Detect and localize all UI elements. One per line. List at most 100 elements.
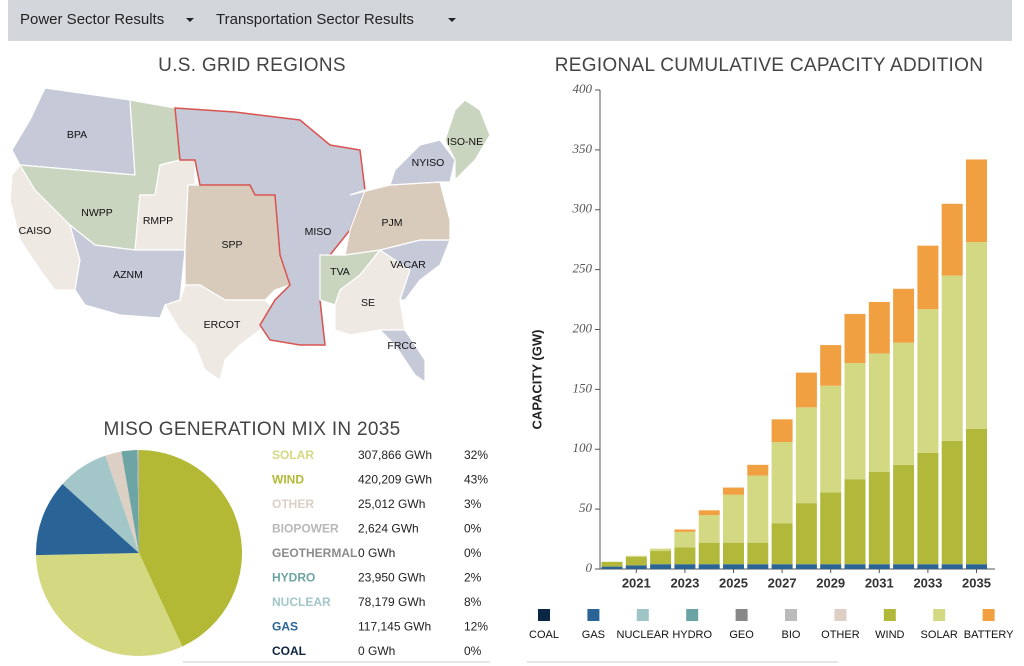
bar-segment bbox=[747, 464, 769, 476]
x-tick-label: 2035 bbox=[962, 575, 991, 590]
region[interactable] bbox=[378, 329, 426, 384]
region-label: ISO-NE bbox=[447, 136, 483, 148]
nav-item[interactable]: Transportation Sector Results bbox=[216, 11, 414, 28]
bar-segment bbox=[868, 472, 890, 565]
region-label: FRCC bbox=[387, 340, 417, 352]
region[interactable] bbox=[389, 139, 456, 186]
region-label: TVA bbox=[330, 266, 350, 278]
legend-label: GAS bbox=[582, 629, 605, 641]
bar-segment bbox=[941, 203, 963, 276]
us-map bbox=[9, 87, 491, 384]
bar-segment bbox=[820, 345, 842, 386]
value-label: 420,209 GWh bbox=[358, 473, 432, 487]
x-tick-label: 2027 bbox=[768, 575, 797, 590]
bar-segment bbox=[650, 551, 672, 565]
bar-segment bbox=[820, 564, 842, 569]
bar-segment bbox=[650, 548, 672, 552]
y-tick-label: 150 bbox=[573, 380, 593, 395]
x-tick-label: 2023 bbox=[670, 575, 699, 590]
y-tick-label: 400 bbox=[573, 81, 593, 96]
bar-segment bbox=[723, 542, 744, 565]
value-label: 0 GWh bbox=[358, 546, 395, 560]
bar-segment bbox=[966, 159, 987, 243]
share-label: 0% bbox=[464, 644, 482, 658]
legend-swatch bbox=[735, 609, 748, 621]
legend-label: HYDRO bbox=[672, 629, 712, 641]
legend-label: HYDRO bbox=[272, 571, 315, 585]
legend-label: OTHER bbox=[272, 497, 314, 511]
legend-swatch bbox=[785, 609, 797, 621]
bar-segment bbox=[723, 494, 744, 543]
pie-slice bbox=[137, 450, 139, 553]
region-label: AZNM bbox=[113, 269, 143, 281]
bar-segment bbox=[625, 565, 647, 569]
legend-label: BATTERY bbox=[964, 629, 1014, 641]
value-label: 2,624 GWh bbox=[358, 522, 419, 536]
x-tick-label: 2029 bbox=[816, 575, 845, 590]
value-label: 23,950 GWh bbox=[358, 571, 425, 585]
bar-segment bbox=[723, 564, 744, 569]
bar-segment bbox=[747, 475, 769, 543]
region-label: SE bbox=[361, 297, 375, 309]
bar-segment bbox=[723, 487, 744, 495]
region[interactable] bbox=[174, 107, 366, 346]
value-label: 117,145 GWh bbox=[358, 620, 431, 634]
bar-segment bbox=[917, 452, 939, 565]
bar-segment bbox=[795, 503, 817, 565]
legend-swatch bbox=[587, 609, 600, 621]
bar-segment bbox=[771, 442, 793, 524]
bar-segment bbox=[868, 564, 890, 569]
bar-segment bbox=[771, 523, 793, 565]
legend-label: SOLAR bbox=[921, 629, 958, 641]
caret bbox=[448, 18, 456, 22]
region-label: ERCOT bbox=[204, 319, 241, 331]
bar-segment bbox=[747, 542, 769, 565]
region-label: VACAR bbox=[390, 259, 426, 271]
bar-segment bbox=[893, 564, 915, 569]
legend-label: NUCLEAR bbox=[272, 595, 331, 609]
legend-swatch bbox=[636, 609, 649, 621]
bar-segment bbox=[844, 363, 866, 480]
y-tick-label: 0 bbox=[586, 560, 593, 575]
y-tick-label: 300 bbox=[572, 201, 593, 216]
bar-segment bbox=[966, 242, 987, 429]
pie-slice bbox=[62, 455, 139, 553]
legend-swatch bbox=[982, 609, 995, 621]
bar-segment bbox=[795, 564, 817, 569]
bar-segment bbox=[941, 275, 963, 441]
value-label: 307,866 GWh bbox=[358, 448, 432, 462]
region[interactable] bbox=[164, 284, 276, 381]
bar-segment bbox=[771, 564, 793, 569]
bar-segment bbox=[650, 564, 672, 569]
caret bbox=[186, 18, 194, 22]
x-tick-label: 2031 bbox=[865, 575, 894, 590]
y-tick-label: 200 bbox=[573, 320, 593, 335]
bar-title: REGIONAL CUMULATIVE CAPACITY ADDITION bbox=[555, 55, 983, 76]
region-label: BPA bbox=[67, 129, 87, 141]
share-label: 3% bbox=[464, 497, 482, 511]
pie-slice bbox=[36, 553, 183, 657]
value-label: 78,179 GWh bbox=[358, 595, 425, 609]
bar-segment bbox=[820, 385, 842, 493]
region[interactable] bbox=[68, 223, 186, 319]
bar-segment bbox=[601, 566, 623, 569]
share-label: 32% bbox=[464, 448, 488, 462]
pie-slice bbox=[121, 450, 139, 553]
region[interactable] bbox=[444, 99, 491, 182]
bar-segment bbox=[966, 564, 987, 569]
legend-label: OTHER bbox=[821, 629, 860, 641]
bar-segment bbox=[868, 301, 890, 354]
share-label: 8% bbox=[464, 595, 482, 609]
bar-segment bbox=[698, 515, 720, 543]
legend-label: BIO bbox=[782, 629, 801, 641]
y-tick-label: 100 bbox=[573, 440, 593, 455]
legend-label: BIOPOWER bbox=[272, 522, 339, 536]
bar-segment bbox=[747, 564, 769, 569]
nav-item[interactable]: Power Sector Results bbox=[20, 11, 164, 28]
x-tick-label: 2025 bbox=[719, 575, 748, 590]
legend-label: WIND bbox=[272, 473, 304, 487]
legend-swatch bbox=[834, 609, 847, 621]
bar-segment bbox=[771, 419, 793, 443]
legend-swatch bbox=[883, 609, 896, 621]
bar-segment bbox=[674, 529, 696, 532]
